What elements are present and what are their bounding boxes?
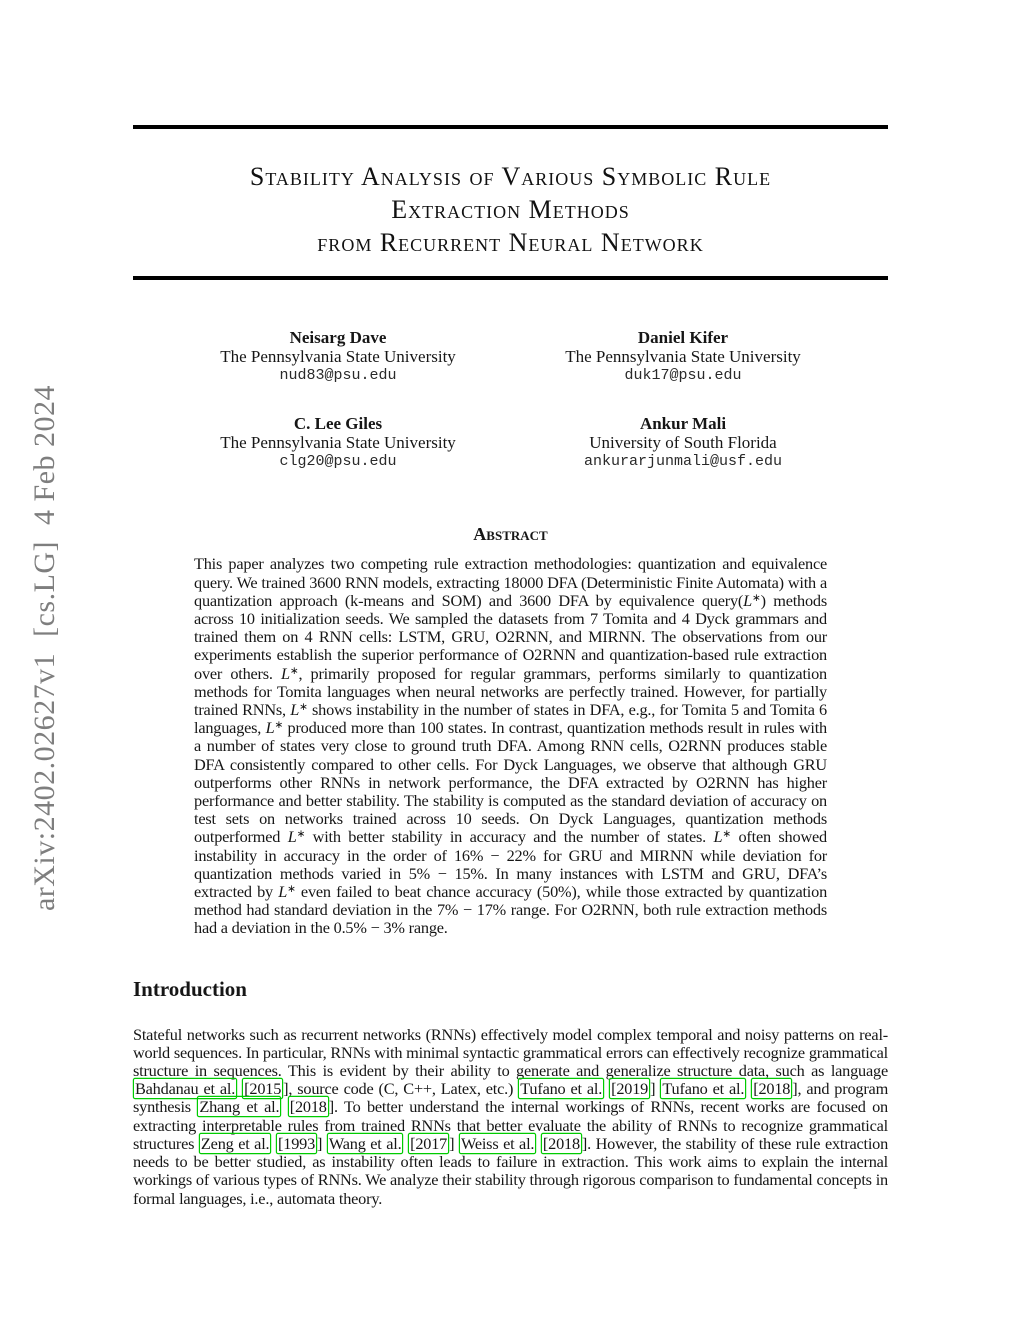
text-segment: shows instability in the number of state…: [194, 700, 827, 738]
text-segment: L: [280, 663, 290, 683]
author-block: Neisarg Dave The Pennsylvania State Univ…: [166, 328, 856, 471]
text-segment: ]. However, the stability of these rule …: [133, 1133, 889, 1208]
text-segment: L: [290, 700, 300, 720]
citation-link[interactable]: [2015: [244, 1079, 282, 1099]
text-segment: ]. To better understand the internal wor…: [133, 1097, 888, 1153]
citation-link[interactable]: Zeng et al.: [200, 1133, 270, 1153]
text-segment: L: [287, 827, 297, 847]
author-4: Ankur Mali University of South Florida a…: [511, 414, 856, 471]
text-segment: ], source code (C, C++, Latex, etc.): [283, 1079, 519, 1099]
citation-link[interactable]: Tufano et al.: [520, 1079, 603, 1099]
text-segment: Stateful networks such as recurrent netw…: [133, 1024, 888, 1081]
abstract-heading: Abstract: [473, 524, 548, 545]
citation-link[interactable]: Tufano et al.: [662, 1079, 745, 1099]
citation-link[interactable]: Bahdanau et al.: [135, 1079, 236, 1099]
title-line-3: from Recurrent Neural Network: [317, 228, 704, 257]
text-segment: ]: [317, 1133, 327, 1153]
citation-link[interactable]: [2018: [753, 1079, 791, 1099]
text-segment: L: [278, 882, 288, 902]
author-email: ankurarjunmali@usf.edu: [583, 453, 783, 471]
text-segment: [746, 1079, 751, 1098]
text-segment: [281, 1097, 287, 1116]
text-segment: [536, 1134, 541, 1153]
text-segment: ∗: [299, 702, 308, 714]
author-affiliation: The Pennsylvania State University: [565, 347, 801, 367]
text-segment: ], and program synthesis: [133, 1079, 889, 1117]
text-segment: with better stability in accuracy and th…: [305, 827, 714, 847]
arxiv-watermark: arXiv:2402.02627v1 [cs.LG] 4 Feb 2024: [28, 384, 61, 912]
text-segment: ∗: [287, 884, 296, 896]
citation-link[interactable]: [2018: [289, 1097, 327, 1117]
text-segment: [237, 1079, 242, 1098]
text-segment: [604, 1079, 609, 1098]
abstract-section: Abstract This paper analyzes two competi…: [133, 524, 888, 937]
text-segment: produced more than 100 states. In contra…: [194, 718, 827, 847]
paper-content: Stability Analysis of Various Symbolic R…: [133, 0, 888, 1208]
author-3: C. Lee Giles The Pennsylvania State Univ…: [166, 414, 511, 471]
text-segment: This paper analyzes two competing rule e…: [194, 554, 827, 610]
text-segment: L: [265, 718, 275, 738]
text-segment: ∗: [296, 829, 306, 841]
citation-link[interactable]: Weiss et al.: [460, 1133, 535, 1153]
text-segment: , primarily proposed for regular grammar…: [194, 663, 827, 720]
citation-link[interactable]: [2019: [611, 1079, 649, 1099]
text-segment: ∗: [289, 665, 299, 677]
text-segment: L: [743, 590, 752, 610]
text-segment: often showed instability in accuracy in …: [194, 827, 827, 902]
text-segment: even failed to beat chance accuracy (50%…: [194, 882, 828, 938]
text-segment: ]: [449, 1133, 459, 1153]
citation-link[interactable]: Wang et al.: [328, 1133, 402, 1153]
author-affiliation: The Pennsylvania State University: [220, 433, 456, 453]
paper-title: Stability Analysis of Various Symbolic R…: [133, 160, 888, 259]
text-segment: [403, 1134, 408, 1153]
text-segment: ∗: [274, 720, 284, 732]
author-name: Neisarg Dave: [289, 328, 387, 348]
text-segment: ∗: [752, 592, 761, 604]
author-email: nud83@psu.edu: [279, 367, 397, 385]
introduction-heading: Introduction: [133, 976, 247, 1001]
author-affiliation: The Pennsylvania State University: [220, 347, 456, 367]
text-segment: [271, 1134, 276, 1153]
author-2: Daniel Kifer The Pennsylvania State Univ…: [511, 328, 856, 385]
citation-link[interactable]: [2018: [542, 1133, 580, 1153]
author-affiliation: University of South Florida: [589, 433, 777, 453]
text-segment: ) methods across 10 initialization seeds…: [194, 590, 827, 683]
author-email: clg20@psu.edu: [279, 453, 397, 471]
bottom-rule: [133, 276, 888, 281]
author-1: Neisarg Dave The Pennsylvania State Univ…: [166, 328, 511, 385]
citation-link[interactable]: Zhang et al.: [199, 1097, 280, 1117]
author-name: Ankur Mali: [639, 414, 727, 434]
text-segment: L: [713, 827, 723, 847]
top-rule: [133, 125, 888, 129]
citation-link[interactable]: [1993: [278, 1133, 316, 1153]
title-line-2: Extraction Methods: [391, 195, 630, 224]
citation-link[interactable]: [2017: [410, 1133, 448, 1153]
title-line-1: Stability Analysis of Various Symbolic R…: [249, 162, 772, 191]
introduction-text: Stateful networks such as recurrent netw…: [133, 1024, 889, 1208]
text-segment: ∗: [722, 829, 731, 841]
author-name: C. Lee Giles: [293, 414, 383, 434]
text-segment: ]: [650, 1079, 661, 1099]
author-name: Daniel Kifer: [637, 328, 729, 348]
author-email: duk17@psu.edu: [624, 367, 742, 385]
abstract-text: This paper analyzes two competing rule e…: [194, 555, 827, 937]
